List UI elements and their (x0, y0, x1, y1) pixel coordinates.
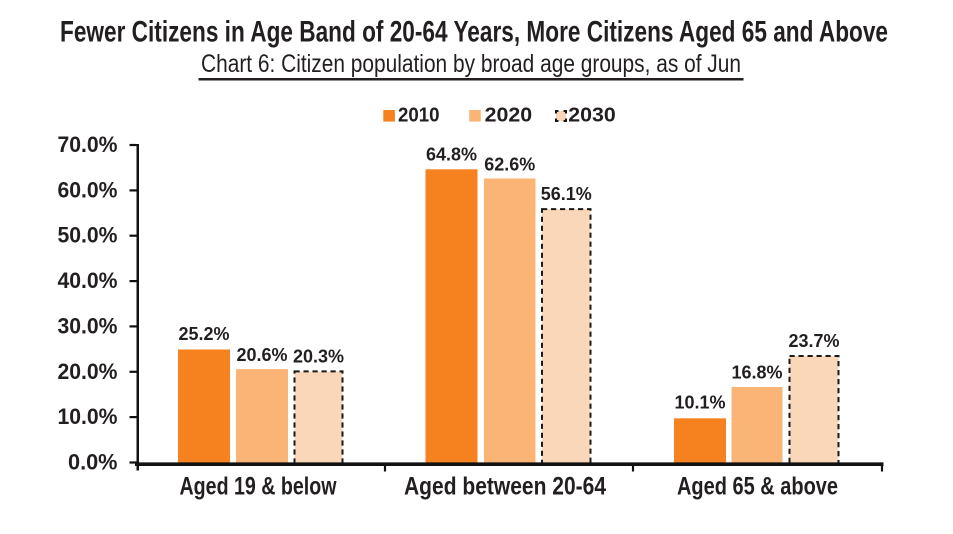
svg-text:40.0%: 40.0% (58, 268, 118, 293)
svg-text:Chart 6: Citizen population by: Chart 6: Citizen population by broad age… (201, 50, 741, 78)
svg-text:16.8%: 16.8% (732, 362, 783, 382)
svg-text:70.0%: 70.0% (58, 132, 118, 157)
svg-text:25.2%: 25.2% (179, 324, 230, 344)
svg-text:2020: 2020 (485, 105, 533, 127)
svg-text:60.0%: 60.0% (58, 177, 118, 202)
svg-text:20.6%: 20.6% (237, 345, 288, 365)
svg-text:56.1%: 56.1% (541, 184, 592, 204)
svg-text:64.8%: 64.8% (426, 145, 477, 165)
svg-text:Aged 19 & below: Aged 19 & below (180, 473, 337, 501)
svg-text:20.0%: 20.0% (58, 359, 118, 384)
svg-text:2010: 2010 (398, 105, 440, 127)
svg-text:30.0%: 30.0% (58, 313, 118, 338)
svg-text:10.0%: 10.0% (58, 404, 118, 429)
svg-text:23.7%: 23.7% (789, 331, 840, 351)
svg-text:Aged 65 & above: Aged 65 & above (677, 473, 838, 501)
svg-text:Aged between 20-64: Aged between 20-64 (404, 473, 606, 501)
svg-text:0.0%: 0.0% (68, 450, 118, 475)
svg-text:20.3%: 20.3% (293, 346, 344, 366)
svg-text:62.6%: 62.6% (484, 155, 535, 175)
svg-text:50.0%: 50.0% (58, 223, 118, 248)
svg-text:2030: 2030 (568, 105, 616, 127)
svg-text:10.1%: 10.1% (675, 393, 726, 413)
svg-text:Fewer Citizens in Age Band of: Fewer Citizens in Age Band of 20-64 Year… (60, 15, 888, 48)
